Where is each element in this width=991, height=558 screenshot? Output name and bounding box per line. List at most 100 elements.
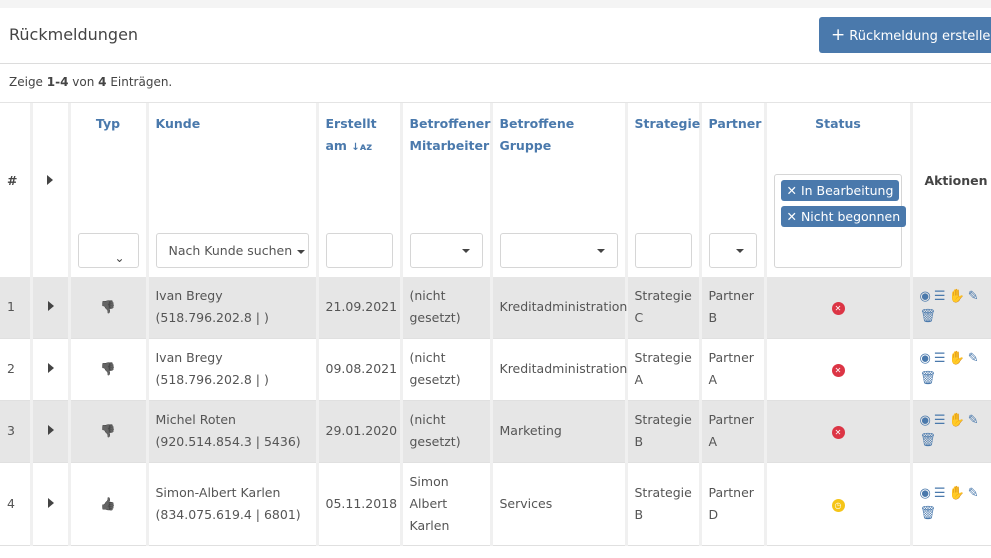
trash-icon[interactable]: 🗑 [919,309,937,325]
handshake-icon[interactable]: ✋ [948,413,965,428]
plus-icon: + [831,25,846,45]
expand-row-icon[interactable] [47,301,54,312]
actions-cell: ◉ ☰ ✋ ✎ 🗑 [911,338,991,400]
col-strategie[interactable]: Strategie [626,103,702,277]
edit-icon[interactable]: ✎ [967,289,979,305]
table-row[interactable]: 2 👎 Ivan Bregy (518.796.202.8 | ) 09.08.2… [0,338,991,400]
expand-all-icon[interactable] [47,175,53,185]
create-feedback-button[interactable]: + Rückmeldung erstellen [819,17,991,53]
row-num: 3 [0,400,33,462]
strategie-cell: Strategie B [626,462,702,545]
mitarbeiter-cell: (nicht gesetzt) [401,400,493,462]
kunde-cell[interactable]: Ivan Bregy (518.796.202.8 | ) [147,277,319,338]
sort-alpha-icon[interactable]: ↓ᴀᴢ [351,142,373,153]
partner-cell: Partner D [700,462,767,545]
trash-icon[interactable]: 🗑 [919,505,937,521]
status-tag[interactable]: ✕ Nicht begonnen [780,206,907,227]
expand-cell[interactable] [31,400,71,462]
checklist-icon[interactable]: ☰ [933,351,946,366]
actions-cell: ◉ ☰ ✋ ✎ 🗑 [911,400,991,462]
table-row[interactable]: 4 👍 Simon-Albert Karlen (834.075.619.4 | … [0,462,991,545]
col-partner[interactable]: Partner [700,103,767,277]
thumbs-down-icon: 👎 [69,338,149,400]
kunde-cell[interactable]: Simon-Albert Karlen (834.075.619.4 | 6801… [147,462,319,545]
strategie-cell: Strategie B [626,400,702,462]
mitarbeiter-cell: Simon Albert Karlen [401,462,493,545]
row-num: 1 [0,277,33,338]
col-status[interactable]: Status ✕ In Bearbeitung ✕ Nicht begonnen [765,103,913,277]
gruppe-cell: Services [491,462,628,545]
erstellt-cell: 09.08.2021 [317,338,403,400]
expand-row-icon[interactable] [47,425,54,435]
kunde-cell[interactable]: Michel Roten (920.514.854.3 | 5436) [147,400,319,462]
col-gruppe[interactable]: Betroffene Gruppe [491,103,628,277]
status-filter-multiselect[interactable]: ✕ In Bearbeitung ✕ Nicht begonnen [773,174,907,268]
table-row[interactable]: 1 👎 Ivan Bregy (518.796.202.8 | ) 21.09.2… [0,277,991,338]
view-icon[interactable]: ◉ [919,289,931,305]
kunde-filter-select[interactable]: Nach Kunde suchen [155,233,309,268]
col-mitarbeiter[interactable]: Betroffener Mitarbeiter [401,103,493,277]
card-header: Rückmeldungen + Rückmeldung erstellen [0,8,991,64]
handshake-icon[interactable]: ✋ [948,351,965,366]
edit-icon[interactable]: ✎ [967,413,979,428]
thumbs-down-icon: 👎 [69,277,149,338]
trash-icon[interactable]: 🗑 [919,371,937,386]
partner-cell: Partner A [700,338,767,400]
chevron-down-icon: ⌄ [114,251,125,265]
status-cell: ✕ [765,400,913,462]
partner-cell: Partner A [700,400,767,462]
feedback-table: # Typ ⌄ Kunde Nach Kunde suchen Erstellt am… [0,103,991,546]
col-aktionen: Aktionen [911,103,991,277]
summary-text: Zeige 1-4 von 4 Einträgen. [0,64,991,103]
edit-icon[interactable]: ✎ [967,351,979,366]
view-icon[interactable]: ◉ [919,485,931,501]
gruppe-cell: Kreditadministration [491,338,628,400]
col-erstellt[interactable]: Erstellt am ↓ᴀᴢ [317,103,403,277]
typ-filter-select[interactable]: ⌄ [77,233,139,268]
expand-cell[interactable] [31,277,71,338]
col-typ[interactable]: Typ ⌄ [69,103,149,277]
thumbs-down-icon: 👎 [69,400,149,462]
erstellt-cell: 29.01.2020 [317,400,403,462]
checklist-icon[interactable]: ☰ [933,413,946,428]
col-expand[interactable] [31,103,71,277]
thumbs-up-icon: 👍 [69,462,149,545]
col-kunde[interactable]: Kunde Nach Kunde suchen [147,103,319,277]
edit-icon[interactable]: ✎ [967,485,979,501]
checklist-icon[interactable]: ☰ [933,289,946,305]
create-feedback-label: Rückmeldung erstellen [849,29,991,44]
status-error-icon: ✕ [831,426,845,439]
status-cell: ✕ [765,338,913,400]
actions-cell: ◉ ☰ ✋ ✎ 🗑 [911,277,991,338]
status-tag[interactable]: ✕ In Bearbeitung [780,180,900,201]
row-num: 2 [0,338,33,400]
expand-cell[interactable] [31,462,71,545]
gruppe-filter-select[interactable] [499,233,618,268]
partner-filter-select[interactable] [708,233,757,268]
trash-icon[interactable]: 🗑 [919,433,937,448]
strategie-filter-input[interactable] [634,233,692,268]
erstellt-cell: 21.09.2021 [317,277,403,338]
gruppe-cell: Marketing [491,400,628,462]
expand-row-icon[interactable] [47,363,54,373]
strategie-cell: Strategie A [626,338,702,400]
expand-row-icon[interactable] [47,497,54,508]
table-row[interactable]: 3 👎 Michel Roten (920.514.854.3 | 5436) 2… [0,400,991,462]
status-pending-icon: ◷ [831,498,845,512]
expand-cell[interactable] [31,338,71,400]
handshake-icon[interactable]: ✋ [948,485,965,501]
strategie-cell: Strategie C [626,277,702,338]
gruppe-cell: Kreditadministration [491,277,628,338]
view-icon[interactable]: ◉ [919,413,931,428]
status-cell: ✕ [765,277,913,338]
checklist-icon[interactable]: ☰ [933,485,946,501]
col-num: # [0,103,33,277]
erstellt-filter-input[interactable] [325,233,393,268]
mitarbeiter-filter-select[interactable] [409,233,483,268]
handshake-icon[interactable]: ✋ [948,289,965,305]
view-icon[interactable]: ◉ [919,351,931,366]
feedback-card: Rückmeldungen + Rückmeldung erstellen Zei… [0,8,991,558]
kunde-cell[interactable]: Ivan Bregy (518.796.202.8 | ) [147,338,319,400]
status-error-icon: ✕ [831,364,845,377]
page-title: Rückmeldungen [9,25,139,44]
